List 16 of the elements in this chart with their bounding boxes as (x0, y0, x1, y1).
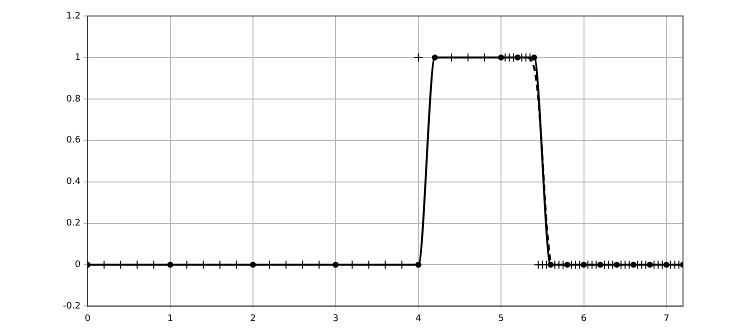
y-tick-label: 0.4 (66, 177, 81, 188)
y-tick-label: -0.2 (63, 302, 81, 312)
x-tick-label: 6 (580, 314, 587, 324)
y-tick-label: 0.6 (66, 136, 81, 146)
y-tick-label: 1.2 (66, 11, 81, 22)
x-tick-label: 5 (498, 314, 504, 324)
y-tick-label: 0.8 (66, 94, 81, 104)
y-tick-label: 1 (74, 52, 81, 63)
x-tick-label: 0 (84, 314, 91, 324)
y-tick-label: 0 (74, 260, 81, 270)
x-tick-label: 3 (332, 314, 339, 324)
x-tick-label: 2 (250, 314, 256, 324)
x-tick-label: 4 (415, 314, 422, 324)
x-tick-label: 7 (664, 314, 670, 324)
x-tick-label: 1 (167, 314, 174, 324)
y-tick-label: 0.2 (66, 218, 81, 229)
